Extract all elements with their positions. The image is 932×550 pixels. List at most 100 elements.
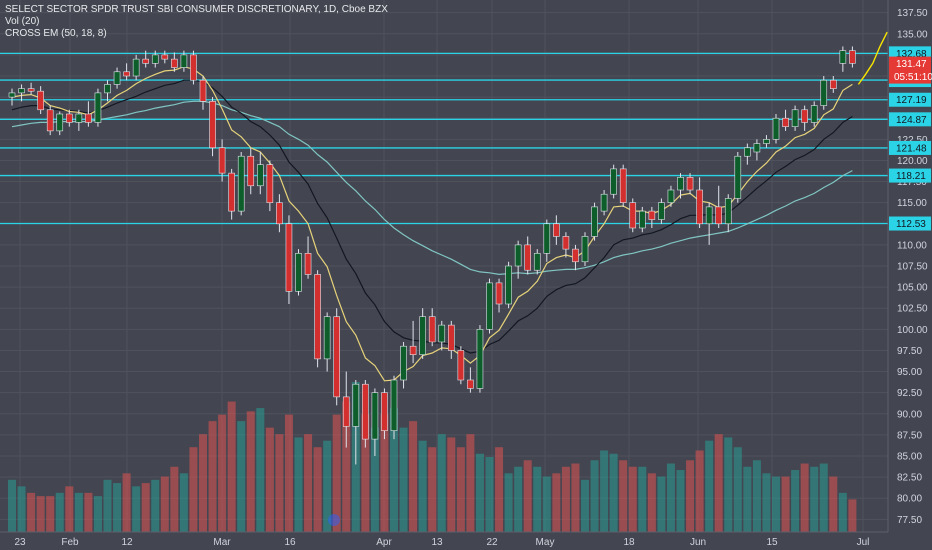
candle-body [37,90,44,111]
volume-bar [65,486,74,532]
candle-body [648,210,656,220]
candle-up [438,320,446,351]
price-tick-label: 90.00 [897,409,922,420]
volume-bar [342,401,351,532]
candle-body [371,392,379,440]
volume-bar [819,463,828,532]
price-tick-label: 82.50 [897,473,922,484]
candle-body [696,189,703,225]
candle-body [362,383,369,440]
candle-body [572,248,579,263]
volume-bar [27,492,36,532]
candle-up [705,202,713,245]
projection-drawing[interactable] [857,31,888,85]
candle-up [151,50,159,68]
candle-down [553,215,560,245]
volume-bar [17,486,26,532]
volume-indicator-label[interactable]: Vol (20) [5,16,40,27]
horizontal-levels[interactable] [0,52,888,225]
volume-bar [361,414,370,532]
candle-down [314,270,321,368]
candle-up [591,202,598,241]
candle-up [505,261,512,309]
volume-bar [475,453,484,532]
candle-body [686,177,694,191]
volume-bar [743,466,752,532]
volume-bar [103,479,112,532]
time-tick-label: 23 [14,537,26,548]
candle-down [696,177,703,228]
price-tick-label: 97.50 [897,346,922,357]
time-tick-label: 13 [431,537,443,548]
crosshair-marker [328,514,340,526]
volume-bar [84,492,93,532]
volume-bar [705,440,714,532]
candle-down [190,50,197,85]
candle-up [400,342,407,389]
candle-body [256,164,264,187]
level-badge-bg [889,112,931,127]
time-tick-label: 22 [486,537,498,548]
candle-down [457,346,465,385]
candle-body [161,54,169,60]
time-axis-background[interactable] [0,532,888,550]
candle-body [381,392,388,431]
time-tick-label: Feb [61,537,79,548]
candle-body [428,316,436,343]
candle-down [648,206,656,228]
candle-up [658,198,665,224]
last-price-text: 131.47 [896,59,927,70]
level-badge-bg [889,168,931,183]
price-axis-background[interactable] [888,0,932,550]
level-badge-text: 121.48 [896,143,927,154]
level-badge-text: 112.53 [896,219,926,230]
ema-indicator-label[interactable]: CROSS EM (50, 18, 8) [5,28,107,39]
price-tick-label: 110.00 [897,240,927,251]
level-badge-text: 118.21 [896,171,926,182]
volume-bar [848,499,857,532]
candle-down [342,371,350,448]
volume-bar [810,466,819,532]
level-badge: 121.48 [889,140,931,155]
volume-bar [122,473,131,532]
candle-body [171,58,178,68]
volume-bar [772,476,780,532]
candle-down [142,50,149,68]
candle-up [744,143,751,165]
candle-down [447,320,455,359]
candle-down [276,194,283,233]
volume-bar [600,450,609,532]
volume-bar [456,447,465,532]
volume-bar [332,414,341,532]
price-tick-label: 102.50 [897,304,928,315]
candle-body [581,236,589,263]
level-badge-bg [889,216,931,231]
volume-bar [237,421,246,532]
time-tick-label: 15 [766,537,778,548]
symbol-title[interactable]: SELECT SECTOR SPDR TRUST SBI CONSUMER DI… [5,4,388,15]
time-tick-label: Jul [857,537,870,548]
candle-down [629,198,637,233]
price-tick-label: 135.00 [897,29,928,40]
candle-up [600,190,608,216]
volume-bar [55,492,64,532]
volume-bar [628,466,637,532]
volume-bar [590,460,599,532]
candle-body [27,88,35,92]
candle-down [829,76,837,93]
candle-down [209,97,216,157]
time-tick-label: Mar [213,537,231,548]
candle-down [562,232,570,258]
volume-bar [93,496,102,532]
volume-bar [265,427,274,532]
volume-bar [647,473,656,532]
projection-path[interactable] [857,31,888,85]
candle-down [66,109,73,127]
candle-up [763,135,770,148]
volume-bar [160,476,169,532]
candle-up [476,325,484,393]
candle-body [304,253,312,275]
volume-bar [294,437,303,532]
volume-bar [695,450,704,532]
